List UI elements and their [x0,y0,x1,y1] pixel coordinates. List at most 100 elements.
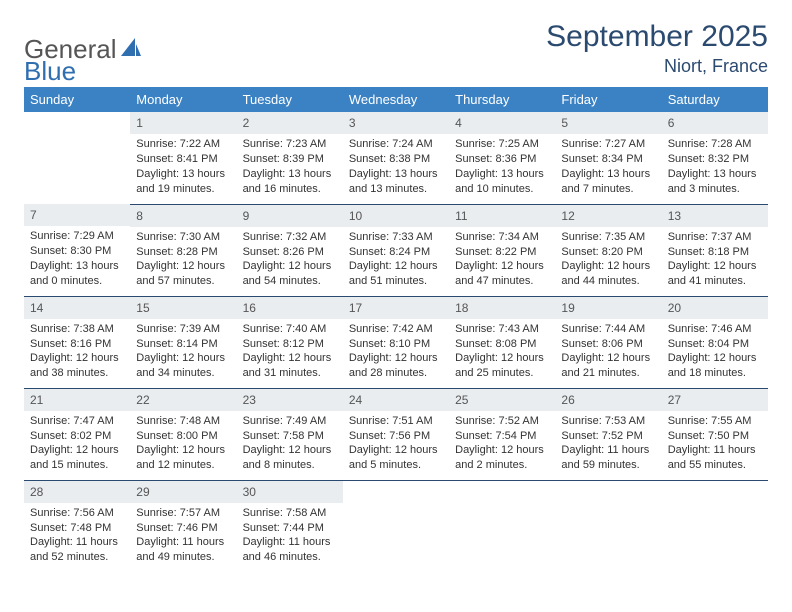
day-body: Sunrise: 7:48 AMSunset: 8:00 PMDaylight:… [130,411,236,479]
sunrise-line: Sunrise: 7:30 AM [136,230,230,245]
day-number: 28 [24,481,130,503]
sunrise-line: Sunrise: 7:27 AM [561,137,655,152]
calendar-cell: 14Sunrise: 7:38 AMSunset: 8:16 PMDayligh… [24,296,130,388]
daylight-line: Daylight: 13 hours and 0 minutes. [30,259,124,289]
sunrise-line: Sunrise: 7:51 AM [349,414,443,429]
calendar-cell: 12Sunrise: 7:35 AMSunset: 8:20 PMDayligh… [555,204,661,296]
sunrise-line: Sunrise: 7:55 AM [668,414,762,429]
daylight-line: Daylight: 11 hours and 46 minutes. [243,535,337,565]
day-body: Sunrise: 7:43 AMSunset: 8:08 PMDaylight:… [449,319,555,387]
day-number: 8 [130,205,236,227]
location: Niort, France [546,56,768,77]
day-number: 10 [343,205,449,227]
day-header: Friday [555,87,661,112]
sunrise-line: Sunrise: 7:57 AM [136,506,230,521]
day-number: 6 [662,112,768,134]
calendar-cell: 20Sunrise: 7:46 AMSunset: 8:04 PMDayligh… [662,296,768,388]
day-number: 11 [449,205,555,227]
daylight-line: Daylight: 12 hours and 2 minutes. [455,443,549,473]
sunset-line: Sunset: 8:30 PM [30,244,124,259]
day-number: 25 [449,389,555,411]
calendar-cell: 28Sunrise: 7:56 AMSunset: 7:48 PMDayligh… [24,480,130,572]
day-body: Sunrise: 7:25 AMSunset: 8:36 PMDaylight:… [449,134,555,202]
day-body: Sunrise: 7:56 AMSunset: 7:48 PMDaylight:… [24,503,130,571]
sunrise-line: Sunrise: 7:53 AM [561,414,655,429]
day-number: 3 [343,112,449,134]
day-body: Sunrise: 7:47 AMSunset: 8:02 PMDaylight:… [24,411,130,479]
day-number: 12 [555,205,661,227]
sunset-line: Sunset: 8:04 PM [668,337,762,352]
sunrise-line: Sunrise: 7:58 AM [243,506,337,521]
sunrise-line: Sunrise: 7:52 AM [455,414,549,429]
calendar-cell: 5Sunrise: 7:27 AMSunset: 8:34 PMDaylight… [555,112,661,204]
calendar-cell: 6Sunrise: 7:28 AMSunset: 8:32 PMDaylight… [662,112,768,204]
day-body: Sunrise: 7:51 AMSunset: 7:56 PMDaylight:… [343,411,449,479]
daylight-line: Daylight: 12 hours and 5 minutes. [349,443,443,473]
daylight-line: Daylight: 13 hours and 16 minutes. [243,167,337,197]
daylight-line: Daylight: 11 hours and 55 minutes. [668,443,762,473]
daylight-line: Daylight: 12 hours and 41 minutes. [668,259,762,289]
day-number: 27 [662,389,768,411]
calendar-cell [343,480,449,572]
calendar-row: 21Sunrise: 7:47 AMSunset: 8:02 PMDayligh… [24,388,768,480]
daylight-line: Daylight: 12 hours and 38 minutes. [30,351,124,381]
daylight-line: Daylight: 13 hours and 19 minutes. [136,167,230,197]
calendar-cell: 2Sunrise: 7:23 AMSunset: 8:39 PMDaylight… [237,112,343,204]
day-body: Sunrise: 7:28 AMSunset: 8:32 PMDaylight:… [662,134,768,202]
day-number: 1 [130,112,236,134]
calendar-row: 28Sunrise: 7:56 AMSunset: 7:48 PMDayligh… [24,480,768,572]
sunset-line: Sunset: 8:38 PM [349,152,443,167]
day-number: 19 [555,297,661,319]
calendar-table: Sunday Monday Tuesday Wednesday Thursday… [24,87,768,572]
sunset-line: Sunset: 8:06 PM [561,337,655,352]
day-header-row: Sunday Monday Tuesday Wednesday Thursday… [24,87,768,112]
day-body: Sunrise: 7:58 AMSunset: 7:44 PMDaylight:… [237,503,343,571]
daylight-line: Daylight: 13 hours and 10 minutes. [455,167,549,197]
sunrise-line: Sunrise: 7:49 AM [243,414,337,429]
daylight-line: Daylight: 13 hours and 13 minutes. [349,167,443,197]
sunset-line: Sunset: 8:18 PM [668,245,762,260]
day-body: Sunrise: 7:37 AMSunset: 8:18 PMDaylight:… [662,227,768,295]
calendar-cell: 7Sunrise: 7:29 AMSunset: 8:30 PMDaylight… [24,204,130,296]
calendar-cell: 15Sunrise: 7:39 AMSunset: 8:14 PMDayligh… [130,296,236,388]
sunset-line: Sunset: 8:16 PM [30,337,124,352]
day-number: 9 [237,205,343,227]
daylight-line: Daylight: 11 hours and 52 minutes. [30,535,124,565]
sunrise-line: Sunrise: 7:37 AM [668,230,762,245]
sunset-line: Sunset: 8:14 PM [136,337,230,352]
daylight-line: Daylight: 12 hours and 12 minutes. [136,443,230,473]
day-number: 23 [237,389,343,411]
calendar-cell: 13Sunrise: 7:37 AMSunset: 8:18 PMDayligh… [662,204,768,296]
day-number: 26 [555,389,661,411]
daylight-line: Daylight: 12 hours and 31 minutes. [243,351,337,381]
day-number: 17 [343,297,449,319]
day-body: Sunrise: 7:40 AMSunset: 8:12 PMDaylight:… [237,319,343,387]
day-number: 20 [662,297,768,319]
sunset-line: Sunset: 8:00 PM [136,429,230,444]
sunset-line: Sunset: 8:22 PM [455,245,549,260]
daylight-line: Daylight: 11 hours and 59 minutes. [561,443,655,473]
daylight-line: Daylight: 12 hours and 51 minutes. [349,259,443,289]
calendar-cell: 4Sunrise: 7:25 AMSunset: 8:36 PMDaylight… [449,112,555,204]
daylight-line: Daylight: 12 hours and 28 minutes. [349,351,443,381]
sunset-line: Sunset: 8:08 PM [455,337,549,352]
sunset-line: Sunset: 8:12 PM [243,337,337,352]
day-header: Tuesday [237,87,343,112]
day-body: Sunrise: 7:52 AMSunset: 7:54 PMDaylight:… [449,411,555,479]
day-body: Sunrise: 7:22 AMSunset: 8:41 PMDaylight:… [130,134,236,202]
day-body: Sunrise: 7:27 AMSunset: 8:34 PMDaylight:… [555,134,661,202]
daylight-line: Daylight: 13 hours and 3 minutes. [668,167,762,197]
sunrise-line: Sunrise: 7:25 AM [455,137,549,152]
sunset-line: Sunset: 8:39 PM [243,152,337,167]
day-header: Saturday [662,87,768,112]
sunset-line: Sunset: 8:02 PM [30,429,124,444]
calendar-cell: 25Sunrise: 7:52 AMSunset: 7:54 PMDayligh… [449,388,555,480]
day-number: 30 [237,481,343,503]
calendar-cell: 18Sunrise: 7:43 AMSunset: 8:08 PMDayligh… [449,296,555,388]
day-body: Sunrise: 7:35 AMSunset: 8:20 PMDaylight:… [555,227,661,295]
sunset-line: Sunset: 8:24 PM [349,245,443,260]
day-body: Sunrise: 7:32 AMSunset: 8:26 PMDaylight:… [237,227,343,295]
day-header: Sunday [24,87,130,112]
calendar-cell: 17Sunrise: 7:42 AMSunset: 8:10 PMDayligh… [343,296,449,388]
calendar-row: 1Sunrise: 7:22 AMSunset: 8:41 PMDaylight… [24,112,768,204]
